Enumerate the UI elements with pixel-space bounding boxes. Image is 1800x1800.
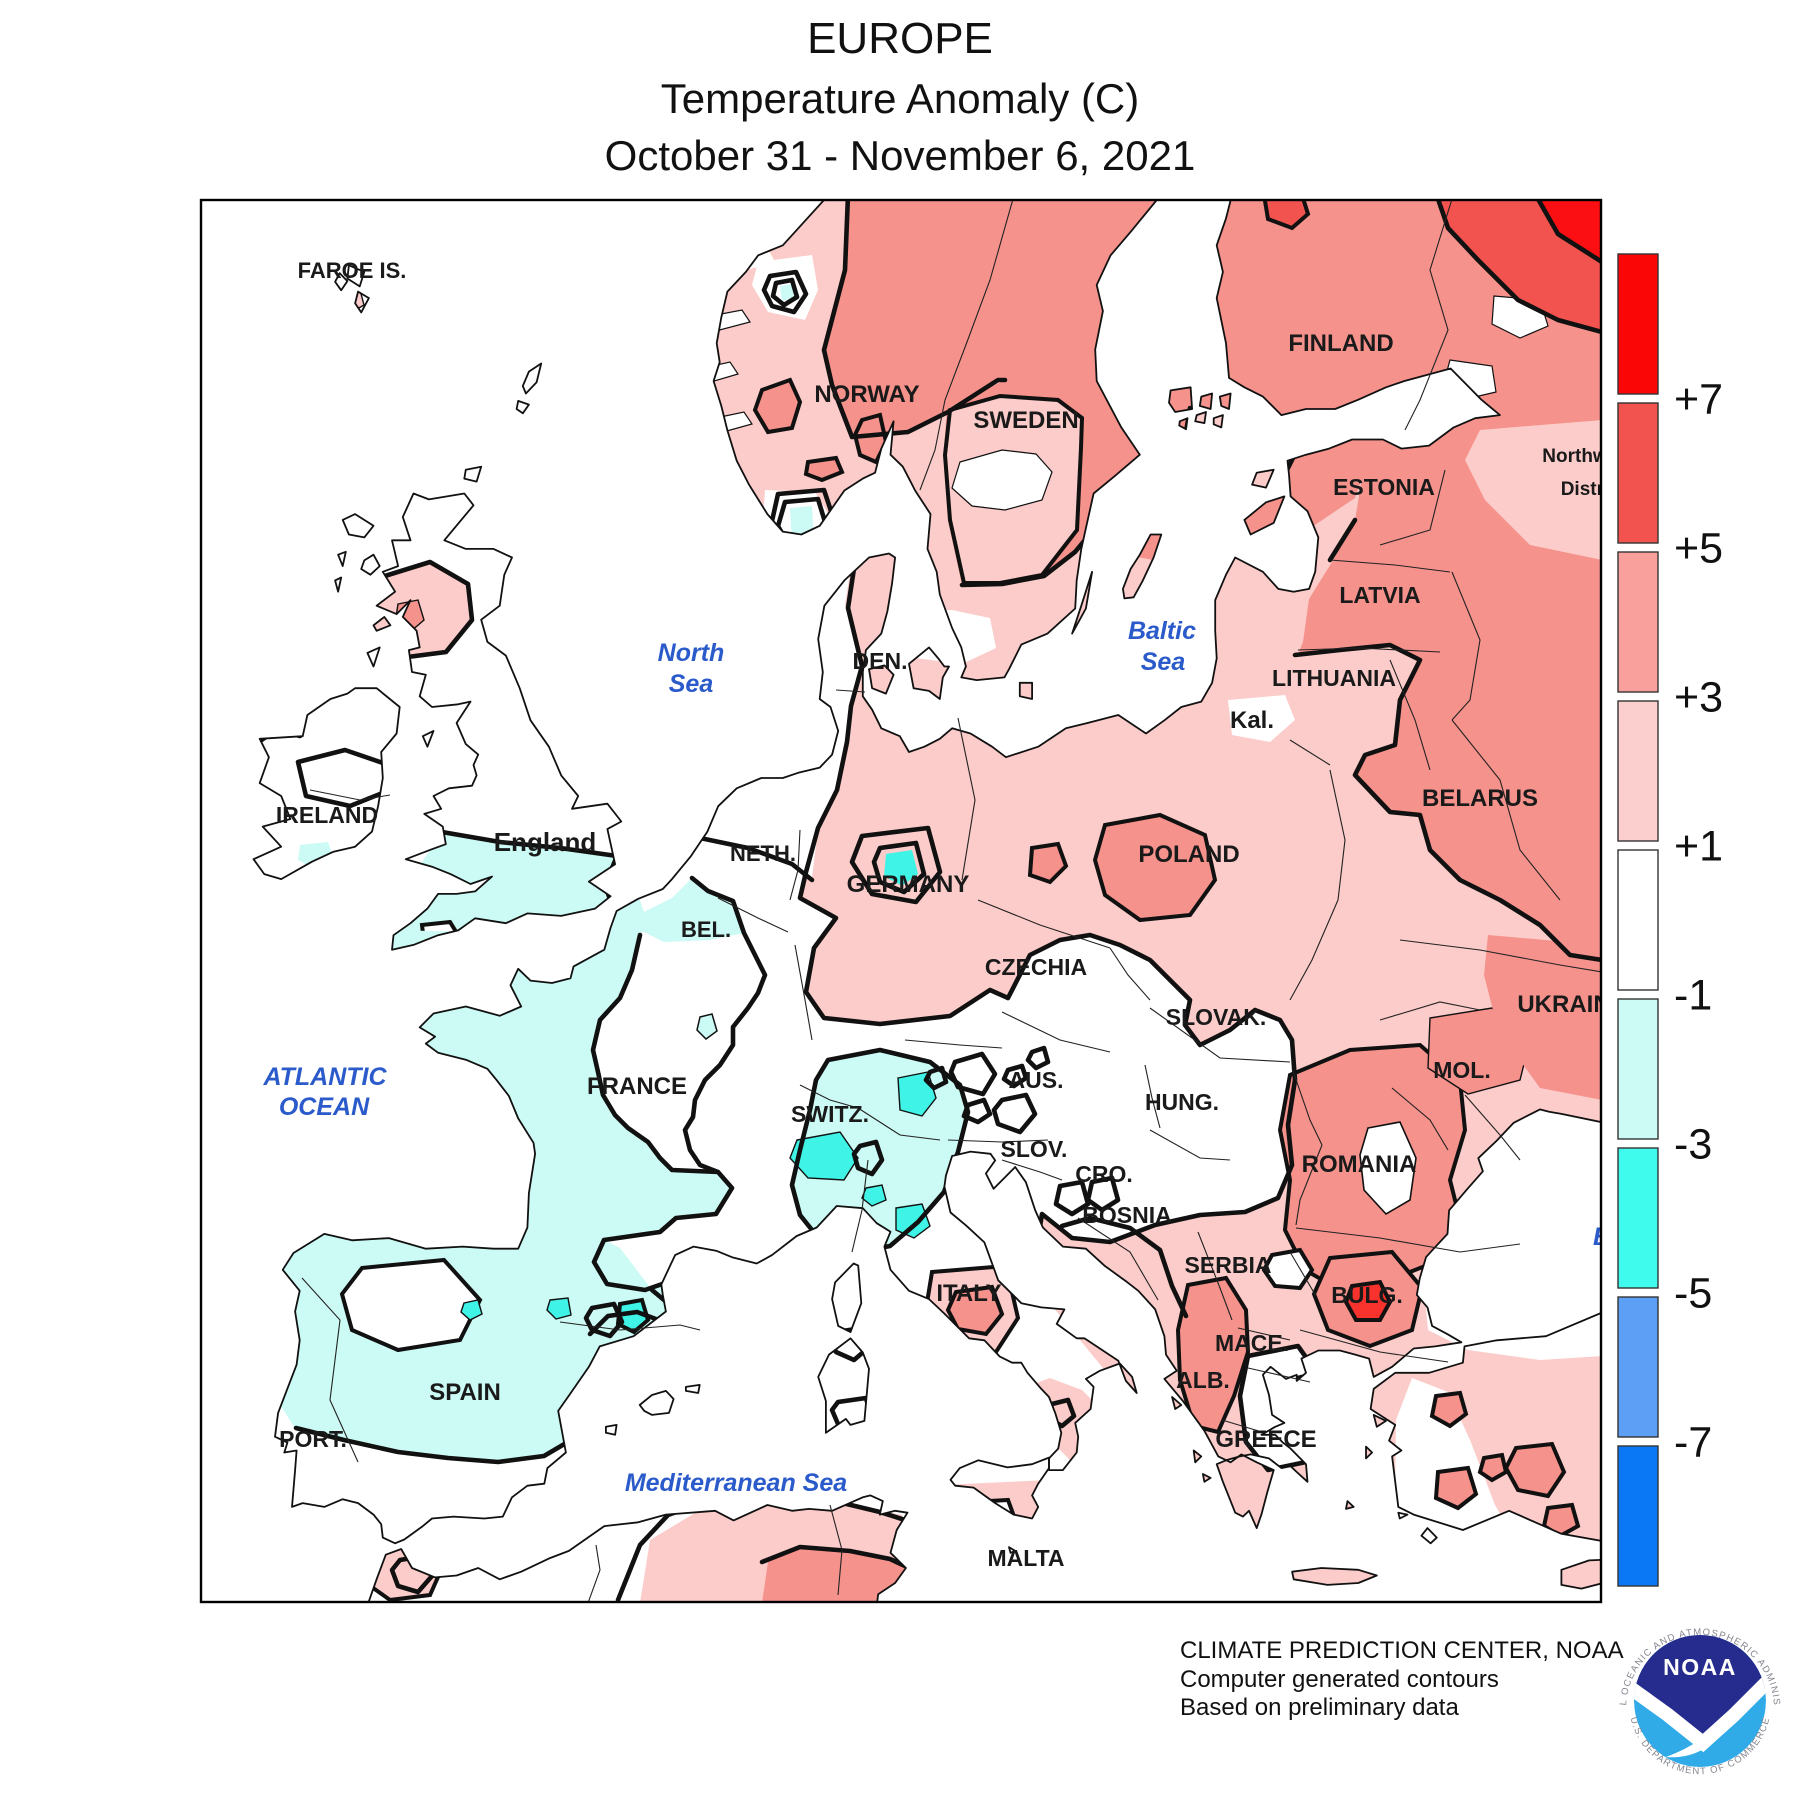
- svg-text:-1: -1: [1674, 972, 1712, 1020]
- svg-text:BEL.: BEL.: [681, 917, 731, 942]
- svg-text:SLOV.: SLOV.: [1001, 1136, 1068, 1162]
- svg-text:FAROE IS.: FAROE IS.: [298, 258, 407, 283]
- svg-text:NOAA: NOAA: [1663, 1654, 1737, 1680]
- svg-text:CZECHIA: CZECHIA: [985, 954, 1087, 980]
- svg-text:OCEAN: OCEAN: [279, 1093, 370, 1121]
- svg-text:MOL.: MOL.: [1433, 1057, 1491, 1083]
- svg-text:SPAIN: SPAIN: [429, 1379, 501, 1406]
- svg-text:-3: -3: [1674, 1121, 1712, 1169]
- svg-text:Sea: Sea: [669, 670, 714, 698]
- svg-text:EUROPE: EUROPE: [807, 14, 993, 63]
- svg-text:+5: +5: [1674, 525, 1723, 573]
- svg-text:North: North: [658, 639, 725, 667]
- svg-text:+7: +7: [1674, 376, 1723, 424]
- svg-text:DEN.: DEN.: [853, 648, 908, 674]
- svg-text:GERMANY: GERMANY: [847, 871, 970, 898]
- svg-text:LITHUANIA: LITHUANIA: [1272, 665, 1396, 691]
- svg-text:POLAND: POLAND: [1138, 841, 1239, 868]
- svg-text:SLOVAK.: SLOVAK.: [1166, 1004, 1267, 1030]
- svg-text:Computer generated contours: Computer generated contours: [1180, 1666, 1499, 1693]
- svg-text:NETH.: NETH.: [730, 841, 796, 866]
- svg-text:CLIMATE PREDICTION CENTER, NOA: CLIMATE PREDICTION CENTER, NOAA: [1180, 1637, 1624, 1664]
- svg-text:ROMANIA: ROMANIA: [1302, 1151, 1417, 1178]
- svg-text:BELARUS: BELARUS: [1422, 785, 1538, 812]
- svg-text:Kal.: Kal.: [1230, 707, 1274, 734]
- svg-text:ESTONIA: ESTONIA: [1333, 474, 1435, 500]
- svg-text:England: England: [494, 827, 597, 857]
- svg-text:MACE.: MACE.: [1215, 1330, 1289, 1356]
- svg-text:FRANCE: FRANCE: [587, 1073, 687, 1100]
- svg-text:Northw: Northw: [1542, 446, 1608, 467]
- svg-text:-5: -5: [1674, 1270, 1712, 1318]
- svg-text:B: B: [1593, 1223, 1611, 1251]
- svg-text:Mediterranean Sea: Mediterranean Sea: [625, 1469, 847, 1497]
- svg-text:Sea: Sea: [1141, 648, 1186, 676]
- svg-text:FINLAND: FINLAND: [1288, 330, 1393, 357]
- svg-text:ITALY: ITALY: [936, 1280, 1001, 1307]
- svg-text:+1: +1: [1674, 823, 1723, 871]
- svg-text:BULG.: BULG.: [1331, 1282, 1403, 1308]
- svg-text:Based on preliminary data: Based on preliminary data: [1180, 1694, 1459, 1721]
- svg-text:Distri: Distri: [1561, 479, 1610, 500]
- svg-text:NORWAY: NORWAY: [814, 381, 919, 408]
- svg-text:+3: +3: [1674, 674, 1723, 722]
- svg-text:October 31 - November 6, 2021: October 31 - November 6, 2021: [605, 132, 1196, 179]
- svg-text:Temperature Anomaly (C): Temperature Anomaly (C): [661, 75, 1140, 122]
- svg-text:Baltic: Baltic: [1128, 617, 1196, 645]
- svg-text:AUS.: AUS.: [1009, 1067, 1064, 1093]
- svg-text:PORT.: PORT.: [279, 1426, 347, 1452]
- svg-text:SWEDEN: SWEDEN: [973, 407, 1078, 434]
- svg-text:SWITZ.: SWITZ.: [791, 1101, 869, 1127]
- svg-text:MALTA: MALTA: [987, 1545, 1064, 1571]
- svg-text:GREECE: GREECE: [1215, 1426, 1316, 1453]
- svg-text:HUNG.: HUNG.: [1145, 1089, 1219, 1115]
- svg-text:ATLANTIC: ATLANTIC: [262, 1063, 387, 1091]
- svg-text:UKRAINE: UKRAINE: [1517, 991, 1626, 1018]
- svg-text:-7: -7: [1674, 1419, 1712, 1467]
- svg-text:IRELAND: IRELAND: [276, 802, 378, 828]
- svg-text:SERBIA: SERBIA: [1185, 1252, 1272, 1278]
- svg-text:CRO.: CRO.: [1075, 1161, 1133, 1187]
- svg-text:ALB.: ALB.: [1176, 1367, 1230, 1393]
- svg-text:LATVIA: LATVIA: [1339, 582, 1420, 608]
- svg-text:BOSNIA: BOSNIA: [1082, 1202, 1171, 1228]
